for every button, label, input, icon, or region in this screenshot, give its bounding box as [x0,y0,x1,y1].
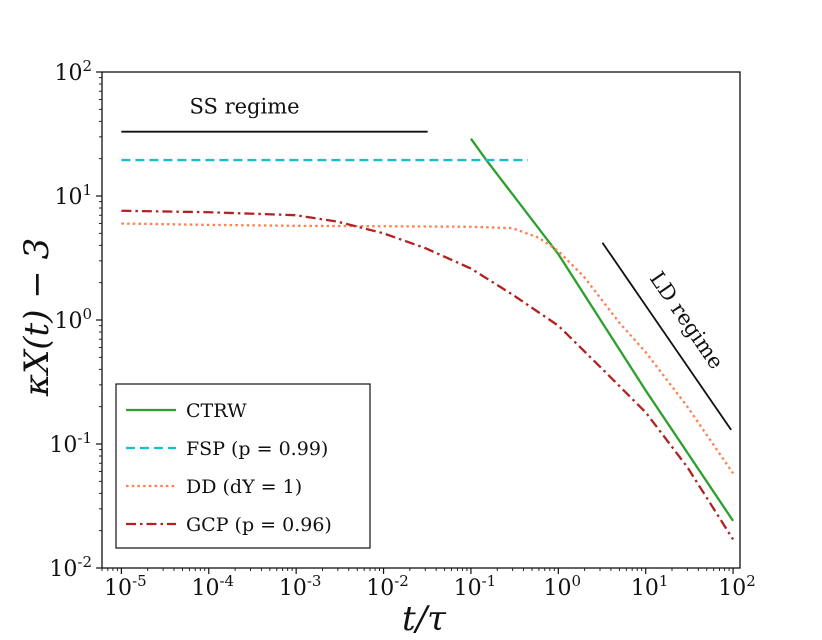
x-tick-label-7: 102 [718,572,756,601]
x-axis-label: t/τ [402,599,447,639]
x-tick-label-0: 10-5 [104,572,147,601]
legend-label-0: CTRW [186,400,247,422]
ld-regime-line [601,242,732,431]
series-line-3 [121,209,735,541]
y-axis-label: κX(t) − 3 [17,238,57,397]
x-tick-label-2: 10-3 [279,572,322,601]
x-tick-label-6: 101 [631,572,669,601]
y-tick-label-1: 10-1 [49,429,92,458]
y-tick-label-4: 102 [54,57,92,86]
legend: CTRW FSP (p = 0.99) DD (dY = 1) GCP (p = 0.… [115,383,371,549]
y-tick-label-0: 10-2 [49,553,92,582]
legend-box [115,383,371,549]
ticks-layer: 10-5 10-4 10-3 10-2 10-1 100 101 102 10-2 10-1 100… [49,57,755,601]
x-tick-label-1: 10-4 [191,572,234,601]
x-tick-label-5: 100 [544,572,582,601]
x-tick-label-4: 10-1 [454,572,497,601]
legend-label-2: DD (dY = 1) [186,476,302,498]
series-layer [121,137,735,541]
x-tick-label-3: 10-2 [366,572,409,601]
legend-label-1: FSP (p = 0.99) [186,438,328,460]
y-tick-label-2: 100 [54,305,92,334]
legend-label-3: GCP (p = 0.96) [186,514,332,536]
y-tick-label-3: 101 [54,181,92,210]
ss-regime-label: SS regime [190,95,300,119]
series-line-2 [121,222,735,474]
ld-regime-label: LD regime [645,267,728,373]
series-line-0 [469,137,735,522]
